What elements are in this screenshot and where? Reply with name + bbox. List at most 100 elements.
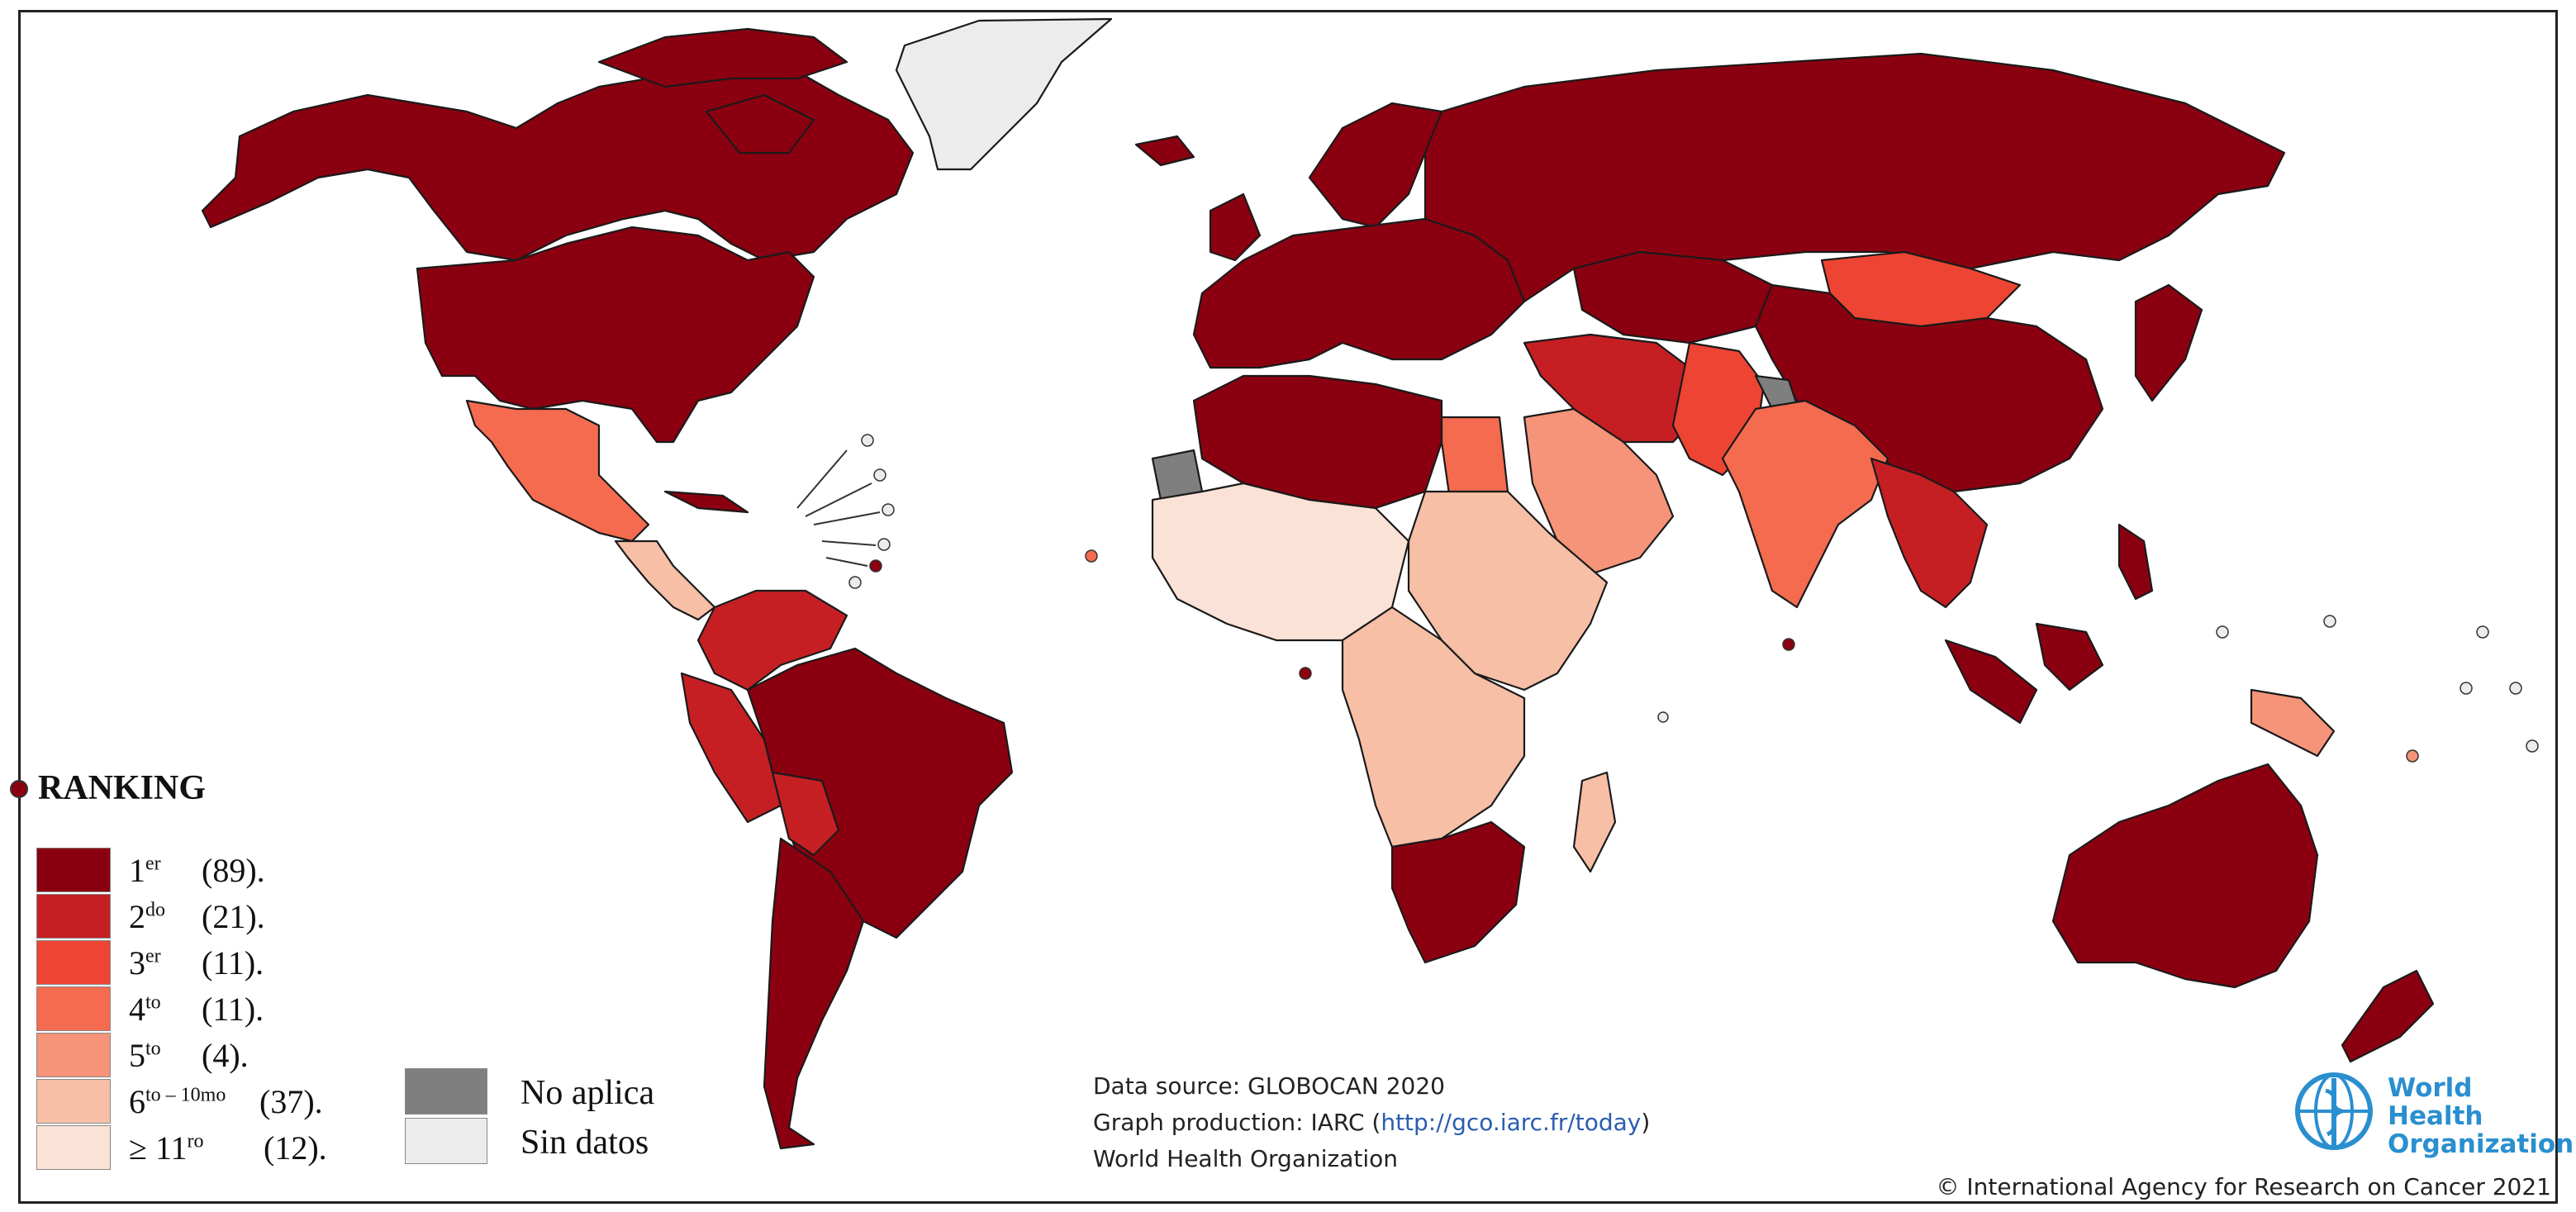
legend-count: (12). bbox=[264, 1129, 327, 1167]
iarc-link[interactable]: http://gco.iarc.fr/today bbox=[1381, 1109, 1642, 1136]
legend-count: (37). bbox=[259, 1083, 323, 1120]
canada-alaska bbox=[201, 56, 915, 262]
leader-line bbox=[805, 482, 872, 517]
who-name-line-2: Organization bbox=[2388, 1129, 2574, 1159]
peru-ecuador bbox=[680, 672, 782, 824]
legend-rank-suffix: er bbox=[145, 853, 161, 875]
uk-ireland bbox=[1209, 192, 1262, 262]
data-source-credit: Data source: GLOBOCAN 2020 Graph product… bbox=[1093, 1068, 1650, 1177]
europe-mainland bbox=[1192, 217, 1526, 369]
island-dot bbox=[1085, 549, 1098, 563]
legend-label: 3er bbox=[129, 943, 161, 982]
east-africa bbox=[1407, 490, 1609, 692]
who-name: World Health Organization bbox=[2388, 1074, 2576, 1158]
legend-label: 5to bbox=[129, 1036, 161, 1075]
legend-swatch bbox=[36, 848, 111, 892]
legend-label: ≥ 11ro bbox=[129, 1129, 203, 1167]
island-dot bbox=[2526, 739, 2539, 753]
island-dot bbox=[2509, 682, 2522, 695]
legend-rank: 5 bbox=[129, 1037, 145, 1074]
legend-rank-suffix: to bbox=[145, 991, 161, 1014]
legend-rank: 6 bbox=[129, 1083, 145, 1120]
russia bbox=[1423, 52, 2286, 303]
legend-rank-suffix: do bbox=[145, 899, 165, 921]
legend-swatch bbox=[405, 1118, 487, 1164]
legend-label: 6to – 10mo bbox=[129, 1082, 226, 1121]
who-emblem-icon bbox=[2295, 1072, 2373, 1150]
greenland bbox=[895, 17, 1113, 171]
source-line-2: Graph production: IARC (http://gco.iarc.… bbox=[1093, 1105, 1650, 1141]
australia bbox=[2051, 763, 2319, 989]
legend-count: (11). bbox=[202, 944, 264, 981]
north-africa bbox=[1192, 374, 1443, 510]
world-choropleth-map bbox=[201, 17, 2539, 1150]
philippines bbox=[2117, 523, 2154, 601]
legend-label: 1er bbox=[129, 851, 161, 890]
island-dot bbox=[2216, 625, 2229, 639]
source-line-2-suffix: ) bbox=[1641, 1109, 1651, 1136]
leader-line bbox=[825, 557, 868, 567]
colombia-venezuela bbox=[696, 589, 848, 692]
png bbox=[2250, 688, 2336, 758]
indonesia-a bbox=[1944, 639, 2038, 725]
arctic-islands-a bbox=[597, 27, 848, 88]
indonesia-b bbox=[2035, 622, 2104, 692]
source-line-1: Data source: GLOBOCAN 2020 bbox=[1093, 1072, 1445, 1100]
legend-swatch bbox=[36, 1125, 111, 1170]
legend-count: (21). bbox=[202, 898, 265, 935]
legend-count: (11). bbox=[202, 991, 264, 1028]
island-dot bbox=[2460, 682, 2473, 695]
indochina bbox=[1870, 457, 1989, 609]
legend-swatch bbox=[36, 940, 111, 985]
legend-label: Sin datos bbox=[520, 1124, 649, 1162]
india bbox=[1721, 399, 1889, 609]
source-line-3: World Health Organization bbox=[1093, 1145, 1398, 1172]
island-dot bbox=[1782, 638, 1795, 651]
island-dot bbox=[1657, 711, 1669, 723]
egypt bbox=[1440, 416, 1509, 501]
island-dot bbox=[2323, 615, 2336, 628]
central-america bbox=[614, 539, 716, 621]
legend-rank-suffix: ro bbox=[187, 1130, 204, 1153]
island-dot bbox=[877, 538, 891, 551]
legend-swatch bbox=[36, 1033, 111, 1077]
west-africa bbox=[1151, 482, 1410, 642]
island-dot bbox=[861, 434, 874, 447]
legend-rank: 2 bbox=[129, 898, 145, 935]
new-zealand bbox=[2341, 969, 2435, 1063]
leader-line bbox=[796, 449, 848, 509]
legend-rank-suffix: to bbox=[145, 1038, 161, 1060]
central-africa bbox=[1341, 606, 1526, 848]
iceland bbox=[1134, 135, 1195, 167]
legend-count: (4). bbox=[202, 1037, 249, 1074]
southern-africa bbox=[1390, 820, 1526, 964]
copyright: © International Agency for Research on C… bbox=[1936, 1173, 2551, 1200]
island-dot bbox=[873, 468, 886, 482]
island-dot bbox=[1299, 667, 1312, 680]
legend-label: No aplica bbox=[520, 1074, 655, 1112]
legend-rank: ≥ 11 bbox=[129, 1129, 188, 1167]
arabia bbox=[1523, 407, 1675, 576]
island-dot bbox=[848, 576, 862, 589]
legend-rank: 1 bbox=[129, 852, 145, 889]
madagascar bbox=[1572, 771, 1617, 873]
legend-title: RANKING bbox=[38, 769, 207, 807]
usa bbox=[416, 226, 815, 444]
arctic-islands-b bbox=[705, 93, 815, 154]
legend-swatch bbox=[36, 1079, 111, 1124]
leader-line bbox=[821, 540, 877, 546]
kazakhstan bbox=[1572, 250, 1774, 345]
leader-line bbox=[813, 511, 881, 525]
island-dot bbox=[869, 559, 882, 573]
legend-rank: 3 bbox=[129, 944, 145, 981]
legend-label: 2do bbox=[129, 897, 165, 936]
legend-rank-suffix: er bbox=[145, 945, 161, 967]
legend-bullet bbox=[10, 780, 28, 798]
source-line-2-prefix: Graph production: IARC ( bbox=[1093, 1109, 1381, 1136]
korea-japan bbox=[2134, 283, 2203, 402]
southern-cone bbox=[763, 837, 865, 1150]
legend-count: (89). bbox=[202, 852, 265, 889]
cuba bbox=[663, 490, 749, 514]
island-dot bbox=[882, 503, 895, 516]
legend-swatch bbox=[405, 1068, 487, 1115]
